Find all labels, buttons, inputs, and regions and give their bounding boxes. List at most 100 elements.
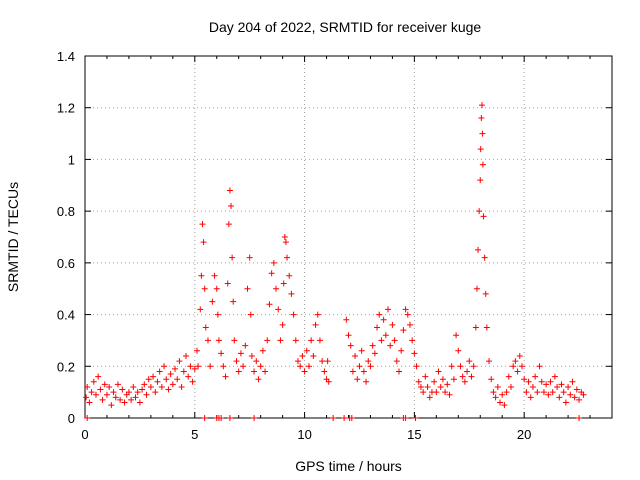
data-point [284,254,291,261]
data-point [84,383,91,390]
chart-title: Day 204 of 2022, SRMTID for receiver kug… [209,19,482,35]
data-point [431,378,438,385]
data-point [466,358,473,365]
data-point [314,311,321,318]
data-point [88,389,95,396]
data-point [199,221,206,228]
data-point [356,363,363,370]
x-tick-label: 0 [81,427,88,442]
data-point [420,389,427,396]
data-point [536,363,543,370]
data-point [95,373,102,380]
data-point [178,383,185,390]
data-point [253,358,260,365]
data-point [505,373,512,380]
data-point [316,337,323,344]
data-point [376,311,383,318]
data-point [409,337,416,344]
y-axis-label: SRMTID / TECUs [5,182,21,292]
data-point [477,177,484,184]
data-point [218,350,225,357]
data-point [345,332,352,339]
data-point [121,399,128,406]
data-point [529,383,536,390]
data-point [282,239,289,246]
data-point [225,221,232,228]
data-point [268,270,275,277]
data-point [180,368,187,375]
axis-ticks: 0 5 10 15 20 0 0.2 0.4 0.6 0.8 1 1.2 1.4 [57,49,612,442]
data-point [545,391,552,398]
data-point [478,115,485,122]
data-point [312,321,319,328]
data-point [108,402,115,409]
data-point [549,389,556,396]
data-point [226,415,233,421]
data-point [273,285,280,292]
data-point [264,337,271,344]
data-point [259,347,266,354]
data-point [130,383,137,390]
data-point [398,347,405,354]
data-point [554,383,561,390]
data-point [185,373,192,380]
data-point [503,389,510,396]
grid [85,56,612,418]
data-point [279,321,286,328]
data-point [308,337,315,344]
data-point [277,337,284,344]
data-point [270,259,277,266]
data-point [150,373,157,380]
data-point [247,311,254,318]
data-point [156,368,163,375]
data-point [455,347,462,354]
data-point [494,383,501,390]
data-point [442,389,449,396]
data-point [562,399,569,406]
data-point [378,337,385,344]
data-point [325,378,332,385]
data-point [303,347,310,354]
data-point [174,376,181,383]
data-point [145,376,152,383]
data-point [280,280,287,287]
data-point [230,298,237,305]
data-point [571,394,578,401]
data-point [507,383,514,390]
data-point [369,342,376,349]
data-point [201,285,208,292]
data-point [197,306,204,313]
data-point [195,363,202,370]
data-point [576,396,583,403]
data-point [411,350,418,357]
data-point [565,383,572,390]
x-axis-label: GPS time / hours [295,458,402,474]
data-point [365,358,372,365]
data-point [251,415,258,421]
data-point [103,391,110,398]
data-point [233,358,240,365]
data-point [576,415,583,421]
data-point [84,415,91,421]
data-point [534,389,541,396]
data-point [354,376,361,383]
data-point [214,311,221,318]
data-point [286,272,293,279]
data-point [400,327,407,334]
x-tick-label: 15 [407,427,421,442]
data-point [348,415,355,421]
data-point [213,285,220,292]
x-tick-label: 20 [517,427,531,442]
data-point [415,378,422,385]
data-point [266,301,273,308]
data-point [183,352,190,359]
data-point [141,381,148,388]
data-point [476,208,483,215]
data-point [231,337,238,344]
data-point [435,368,442,375]
data-point [112,394,119,401]
y-tick-label: 0.2 [57,359,75,374]
data-point [134,389,141,396]
data-point [475,246,482,253]
data-point [483,324,490,331]
